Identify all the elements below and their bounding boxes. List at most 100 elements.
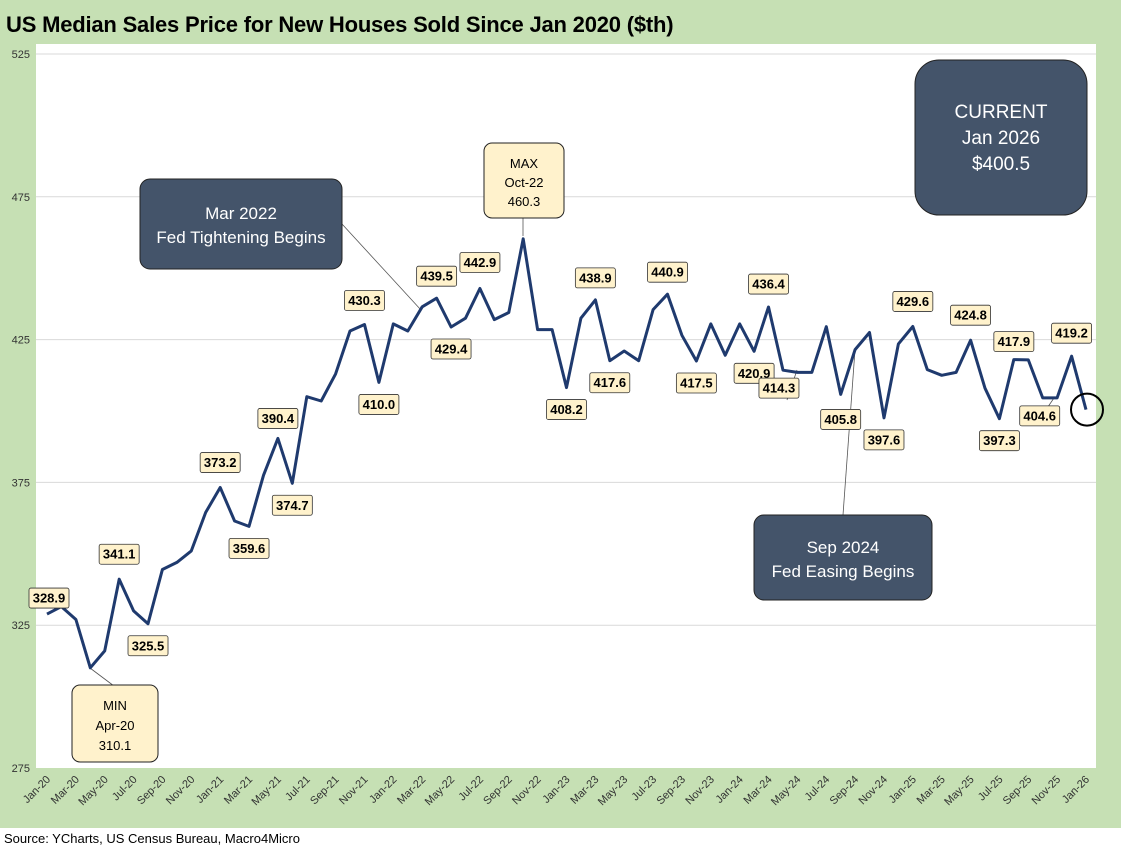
data-label: 341.1	[98, 543, 140, 565]
current-callout-line: Jan 2026	[962, 128, 1040, 149]
data-label: 429.4	[430, 338, 472, 360]
x-tick-label: Sep-24	[828, 774, 862, 808]
data-label-box	[344, 290, 385, 311]
min-leader	[89, 667, 115, 687]
data-label-box	[820, 409, 862, 430]
data-label-value: 414.3	[763, 381, 796, 396]
x-tick-label: Nov-21	[337, 774, 371, 808]
data-label: 408.2	[546, 399, 587, 420]
x-tick-label: Sep-22	[481, 774, 515, 808]
data-label-value: 374.7	[276, 498, 309, 513]
chart-title: US Median Sales Price for New Houses Sol…	[6, 12, 674, 37]
x-tick-label: May-23	[596, 774, 630, 808]
data-label-box	[892, 291, 934, 312]
x-tick-label: May-21	[250, 774, 284, 808]
current-point-marker	[1070, 392, 1104, 427]
data-label-value: 424.8	[954, 308, 987, 323]
annotations: Mar 2022 Fed Tightening Begins Sep 2024 Fed…	[71, 59, 1104, 763]
data-label-box	[271, 494, 313, 516]
min-callout-box	[71, 684, 159, 763]
x-tick-label: Jan-20	[21, 774, 53, 806]
x-tick-label: Mar-24	[742, 774, 775, 807]
easing-callout-line: Sep 2024	[807, 538, 880, 557]
series-line	[46, 237, 1088, 670]
data-label-box	[358, 394, 400, 415]
easing-callout: Sep 2024 Fed Easing Begins	[753, 514, 933, 601]
data-label-box	[1051, 322, 1092, 344]
x-tick-label: May-20	[76, 774, 110, 808]
data-label: 438.9	[574, 267, 616, 289]
data-label: 424.8	[950, 304, 991, 326]
data-label: 440.9	[647, 261, 688, 283]
data-label-box	[98, 543, 140, 565]
x-tick-label: Sep-20	[135, 774, 169, 808]
data-label-box	[127, 635, 169, 657]
data-label-box	[863, 429, 905, 451]
data-label-value: 417.5	[680, 376, 713, 391]
data-label-value: 438.9	[579, 270, 612, 285]
data-label-box	[993, 331, 1035, 352]
data-label-box	[28, 587, 70, 609]
data-label-box	[546, 399, 587, 420]
x-tick-label: Sep-25	[1001, 774, 1035, 808]
data-label-value: 442.9	[464, 255, 497, 270]
data-label: 404.6	[1019, 405, 1061, 427]
x-tick-label: Mar-20	[49, 774, 82, 807]
current-callout: CURRENT Jan 2026 $400.5	[914, 59, 1088, 216]
data-label: 390.4	[257, 408, 299, 429]
data-label-box	[228, 537, 270, 559]
x-tick-label: Mar-25	[915, 774, 948, 807]
data-label-box	[647, 261, 688, 283]
max-callout-box	[483, 142, 565, 219]
data-label: 419.2	[1051, 322, 1092, 344]
data-label-value: 341.1	[103, 547, 136, 562]
tightening-leader	[341, 223, 422, 311]
data-label-value: 420.9	[738, 366, 771, 381]
x-tick-label: Jan-21	[194, 774, 226, 806]
data-label-box	[675, 372, 717, 394]
current-callout-line: CURRENT	[955, 102, 1048, 123]
max-callout-line: MAX	[510, 156, 539, 171]
data-label: 417.6	[589, 372, 631, 394]
data-label-box	[950, 304, 991, 326]
y-axis: 275 325 375 425 475 525	[12, 49, 30, 775]
x-tick-label: Nov-22	[510, 774, 544, 808]
data-label-value: 429.6	[897, 294, 930, 309]
x-tick-label: Jan-24	[714, 774, 746, 806]
data-label: 328.9	[28, 587, 70, 609]
data-label: 417.5	[675, 372, 717, 394]
data-label: 417.9	[993, 331, 1035, 352]
data-label-value: 439.5	[420, 269, 453, 284]
x-tick-label: Jan-26	[1060, 774, 1092, 806]
data-label-value: 408.2	[550, 402, 583, 417]
data-label-value: 359.6	[233, 541, 266, 556]
max-callout: MAX Oct-22 460.3	[483, 142, 565, 219]
data-label-value: 430.3	[348, 293, 381, 308]
easing-callout-line: Fed Easing Begins	[772, 562, 915, 581]
tightening-callout-box	[139, 178, 343, 270]
data-label-box	[748, 273, 789, 295]
data-label-box	[979, 430, 1020, 452]
max-callout-line: 460.3	[508, 194, 541, 209]
y-tick-label: 375	[12, 477, 30, 489]
x-tick-label: Mar-22	[395, 774, 428, 807]
data-label: 410.0	[358, 394, 400, 415]
data-label: 436.4	[748, 273, 789, 295]
x-tick-label: Sep-23	[654, 774, 688, 808]
x-tick-label: Nov-23	[683, 774, 717, 808]
x-tick-label: May-25	[942, 774, 976, 808]
data-labels: 328.9 341.1 325.5 373.2 359.6 390.4 374.7 430.3…	[28, 252, 1092, 657]
data-label-value: 436.4	[752, 277, 785, 292]
data-label: 359.6	[228, 537, 270, 559]
min-callout-line: Apr-20	[95, 718, 134, 733]
y-tick-label: 275	[12, 763, 30, 775]
x-tick-label: Jan-25	[887, 774, 919, 806]
data-label-value: 397.6	[868, 432, 901, 447]
tightening-callout-line: Mar 2022	[205, 204, 277, 223]
x-tick-label: Mar-23	[568, 774, 601, 807]
data-label-value: 405.8	[824, 412, 857, 427]
data-label-value: 419.2	[1055, 326, 1088, 341]
x-tick-label: Sep-21	[308, 774, 342, 808]
min-callout-line: MIN	[103, 698, 127, 713]
max-callout-line: Oct-22	[504, 175, 543, 190]
